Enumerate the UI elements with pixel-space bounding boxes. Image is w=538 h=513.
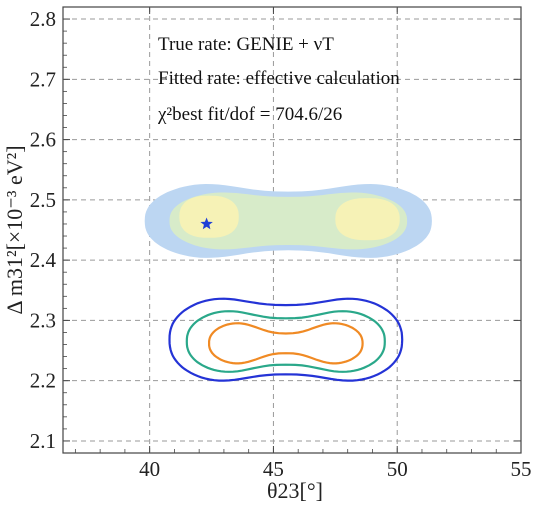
filled-regions [144, 184, 432, 258]
y-tick-label: 2.5 [30, 188, 56, 212]
contour-inner [208, 322, 364, 365]
annotation-chi2: χ²best fit/dof = 704.6/26 [157, 104, 342, 125]
y-tick-label: 2.6 [30, 128, 56, 152]
region-inner-right [335, 198, 400, 241]
region-inner-left [179, 195, 239, 238]
y-tick-label: 2.8 [30, 7, 56, 31]
axis-ticks: 40 45 50 55 2.1 2.2 2.3 2.4 2.5 2.6 2.7 2.8 [30, 6, 532, 481]
plot-frame [62, 6, 522, 454]
x-tick-label: 40 [139, 457, 160, 481]
contour-outer [168, 297, 404, 382]
contour-middle [185, 310, 386, 373]
x-tick-label: 50 [387, 457, 408, 481]
y-axis-label: Δ m31²[×10⁻³ eV²] [2, 145, 27, 314]
annotation-true-rate: True rate: GENIE + νT [158, 34, 334, 55]
x-tick-label: 55 [511, 457, 532, 481]
y-tick-label: 2.2 [30, 369, 56, 393]
y-tick-label: 2.3 [30, 308, 56, 332]
grid [63, 7, 521, 453]
x-tick-label: 45 [263, 457, 284, 481]
best-fit-marker [200, 217, 213, 230]
y-tick-label: 2.1 [30, 429, 56, 453]
best-fit-star [200, 217, 213, 230]
annotation-fitted-rate: Fitted rate: effective calculation [158, 68, 400, 89]
x-axis-label: θ23[°] [267, 478, 323, 503]
contour-lines [168, 297, 404, 382]
y-tick-label: 2.7 [30, 67, 56, 91]
y-tick-label: 2.4 [30, 248, 57, 272]
